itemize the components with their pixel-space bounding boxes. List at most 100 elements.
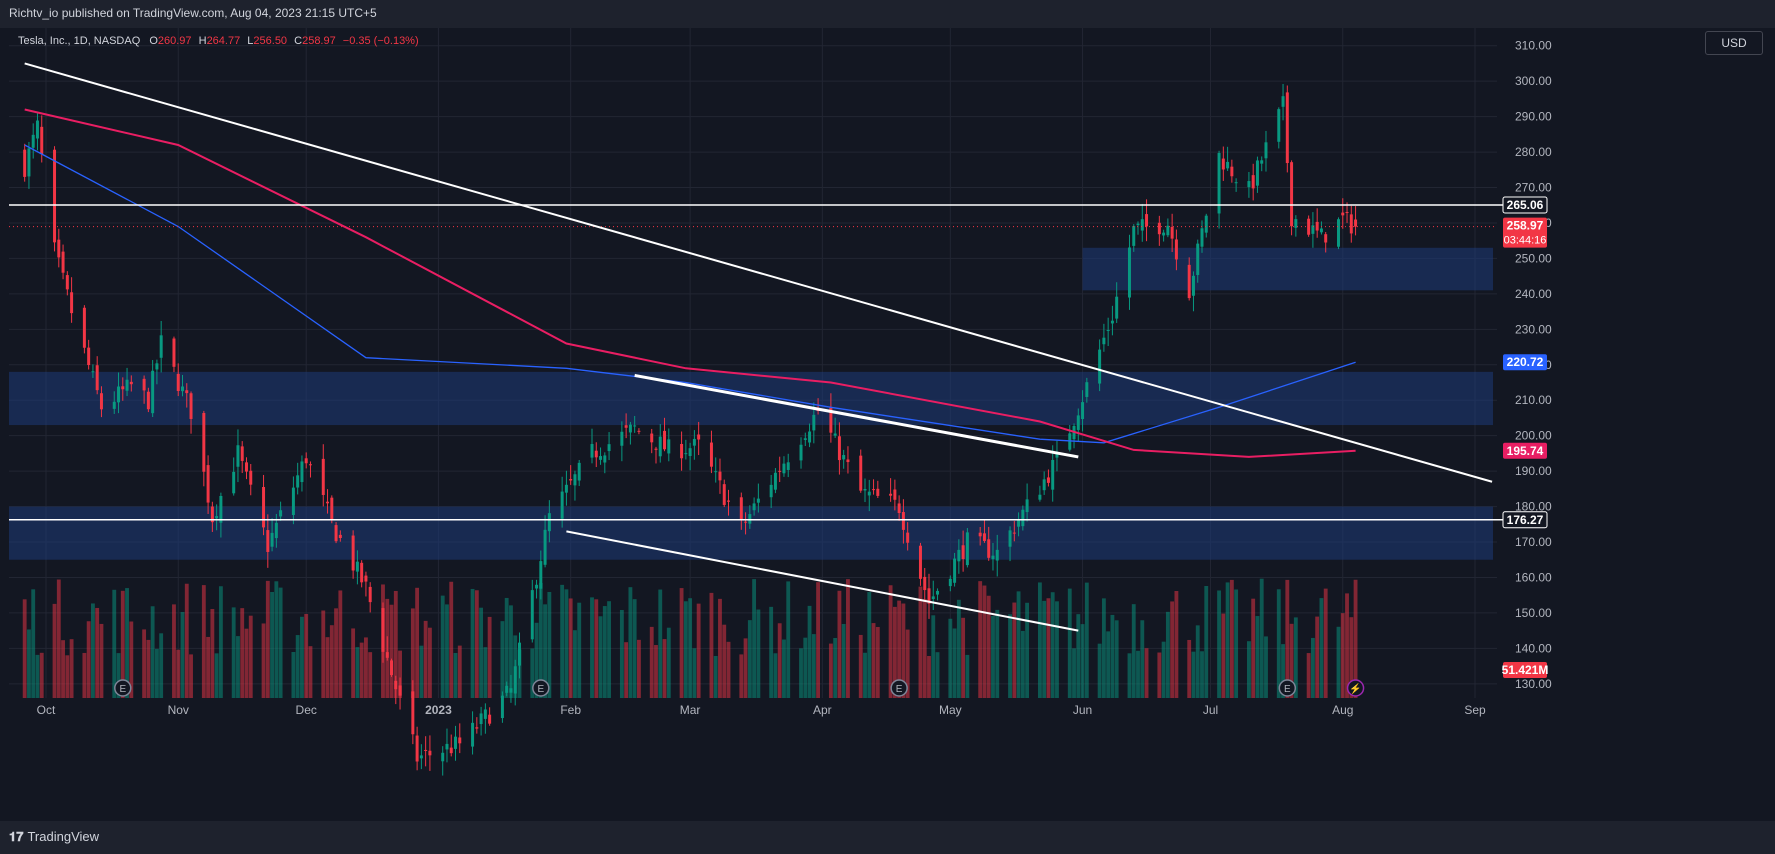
footer-bar: 𝟏𝟕 TradingView bbox=[0, 821, 1775, 854]
volume-bar bbox=[82, 652, 87, 698]
support-resistance-zone bbox=[9, 371, 1493, 426]
price-axis-label-text: 195.74 bbox=[1507, 444, 1544, 458]
candle-body bbox=[1076, 415, 1080, 430]
volume-bar bbox=[1042, 600, 1047, 698]
candle-body bbox=[274, 522, 278, 539]
volume-bar bbox=[500, 621, 505, 698]
candle-body bbox=[829, 407, 833, 433]
support-resistance-zone bbox=[1082, 247, 1493, 291]
tradingview-logo[interactable]: 𝟏𝟕 TradingView bbox=[9, 829, 99, 845]
candle-body bbox=[633, 425, 637, 427]
volume-bar bbox=[918, 586, 923, 698]
price-axis-label bbox=[1503, 354, 1547, 371]
time-tick-label: Feb bbox=[560, 703, 581, 717]
candle-body bbox=[842, 455, 846, 460]
candle-body bbox=[1290, 162, 1294, 227]
volume-bar bbox=[300, 616, 304, 698]
volume-bar bbox=[415, 587, 420, 698]
high-value: 264.77 bbox=[206, 35, 241, 47]
candle-body bbox=[99, 393, 103, 410]
candle-body bbox=[398, 685, 402, 696]
candle-body bbox=[692, 438, 696, 446]
volume-bar bbox=[504, 597, 509, 698]
candle-body bbox=[1354, 219, 1358, 227]
volume-bar bbox=[786, 581, 791, 698]
candle-body bbox=[876, 488, 880, 496]
candle-body bbox=[300, 461, 304, 483]
candle-body bbox=[1311, 225, 1315, 234]
volume-bar bbox=[474, 590, 479, 698]
volume-bar bbox=[154, 648, 159, 698]
symbol-legend: Tesla, Inc., 1D, NASDAQ O260.97 H264.77 … bbox=[18, 35, 419, 47]
candle-body bbox=[752, 503, 756, 511]
candle-body bbox=[125, 379, 129, 391]
volume-bar bbox=[807, 605, 812, 698]
candle-body bbox=[189, 393, 193, 419]
volume-bar bbox=[1097, 643, 1102, 698]
candle-body bbox=[1204, 215, 1208, 233]
candle-body bbox=[509, 688, 513, 693]
candle-body bbox=[889, 493, 893, 496]
volume-bar bbox=[22, 599, 27, 698]
candle-body bbox=[893, 489, 897, 500]
volume-bar bbox=[931, 615, 936, 698]
currency-button[interactable]: USD bbox=[1705, 31, 1763, 55]
candle-body bbox=[714, 471, 718, 473]
volume-bar bbox=[35, 654, 40, 698]
volume-bar bbox=[875, 626, 880, 698]
volume-bar bbox=[1306, 653, 1311, 698]
candle-body bbox=[304, 458, 308, 464]
candle-body bbox=[987, 539, 991, 558]
volume-bar bbox=[1012, 602, 1017, 698]
candle-body bbox=[364, 575, 368, 582]
volume-bar bbox=[816, 582, 821, 698]
volume-bar bbox=[952, 628, 957, 698]
volume-bar bbox=[922, 599, 927, 698]
candle-body bbox=[1337, 219, 1340, 247]
volume-bar bbox=[52, 603, 57, 698]
volume-bar bbox=[1101, 598, 1106, 698]
volume-bar bbox=[125, 588, 129, 698]
low-value: 256.50 bbox=[253, 35, 288, 47]
volume-bar bbox=[828, 643, 833, 698]
candle-body bbox=[748, 514, 752, 524]
candlestick-chart[interactable]: E E E E ⚡ 130.00 140.00 150.00 160.00 170.00 180.0… bbox=[0, 0, 1775, 821]
candle-body bbox=[697, 434, 701, 440]
price-axis-label-text: 51.421M bbox=[1502, 663, 1549, 677]
volume-bar bbox=[739, 654, 744, 698]
volume-bar bbox=[654, 645, 658, 698]
candle-body bbox=[650, 433, 654, 443]
candle-body bbox=[863, 488, 867, 491]
volume-bar bbox=[837, 590, 842, 698]
volume-bar bbox=[453, 652, 458, 698]
volume-bar bbox=[692, 648, 697, 698]
volume-bar bbox=[1349, 617, 1354, 698]
candle-body bbox=[1255, 160, 1259, 186]
volume-bar bbox=[445, 604, 449, 698]
volume-bar bbox=[1020, 630, 1025, 698]
candle-body bbox=[236, 445, 240, 467]
volume-bar bbox=[1114, 620, 1119, 698]
price-axis-label-text: 258.97 bbox=[1507, 219, 1544, 233]
volume-bar bbox=[479, 607, 484, 698]
candle-body bbox=[129, 381, 133, 385]
candle-body bbox=[155, 363, 159, 370]
candle-body bbox=[560, 491, 564, 519]
candle-body bbox=[1106, 329, 1110, 331]
candle-body bbox=[1200, 228, 1204, 247]
volume-bar bbox=[568, 598, 573, 698]
volume-bar bbox=[150, 606, 155, 698]
event-marker-letter: E bbox=[896, 684, 903, 695]
candle-body bbox=[769, 484, 773, 498]
volume-bar bbox=[905, 629, 910, 698]
volume-bar bbox=[1323, 588, 1328, 698]
volume-bar bbox=[1310, 637, 1315, 698]
candle-body bbox=[603, 455, 607, 463]
candle-body bbox=[249, 470, 253, 485]
event-marker-letter: E bbox=[119, 684, 126, 695]
earnings-event-icon: E bbox=[890, 679, 908, 697]
candle-body bbox=[812, 414, 816, 431]
candle-body bbox=[539, 561, 543, 589]
candle-body bbox=[441, 752, 445, 762]
open-label: O bbox=[149, 35, 158, 47]
